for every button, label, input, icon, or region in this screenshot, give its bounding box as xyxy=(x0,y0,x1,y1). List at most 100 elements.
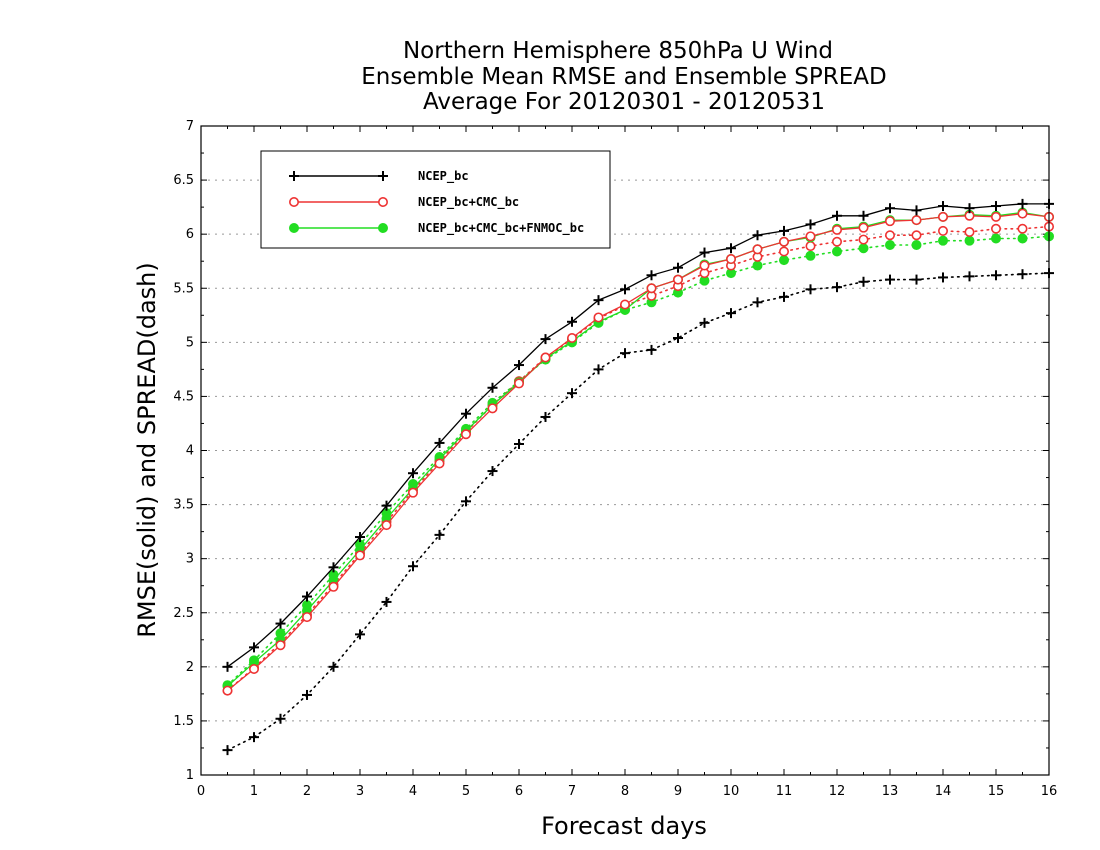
rmse-point xyxy=(752,244,763,255)
spread-point xyxy=(858,276,869,287)
rmse-point xyxy=(646,283,657,294)
spread-point xyxy=(275,713,286,724)
spread-point xyxy=(991,270,1001,281)
spread-point xyxy=(991,233,1001,244)
rmse-point xyxy=(673,262,683,273)
rmse-point xyxy=(620,284,630,295)
spread-point xyxy=(778,246,789,257)
y-axis-label: RMSE(solid) and SPREAD(dash) xyxy=(133,262,161,638)
spread-point xyxy=(885,239,895,250)
spread-point xyxy=(938,272,948,283)
rmse-point xyxy=(354,550,365,561)
rmse-point xyxy=(911,205,922,216)
series-spread-NCEP_bc+CMC_bc xyxy=(222,221,1055,696)
series-rmse-NCEP_bc xyxy=(222,198,1054,672)
spread-point xyxy=(858,243,869,254)
rmse-line xyxy=(227,212,1050,692)
spread-point xyxy=(911,239,922,250)
spread-point xyxy=(514,439,524,450)
y-tick-label: 2 xyxy=(186,660,194,675)
series-rmse-NCEP_bc+CMC_bc+FNMOC_bc xyxy=(222,207,1054,692)
legend-marker xyxy=(378,171,388,181)
x-tick-label: 5 xyxy=(462,784,470,799)
rmse-point xyxy=(778,236,789,247)
rmse-point xyxy=(858,222,869,233)
spread-point xyxy=(938,235,948,246)
rmse-line xyxy=(227,203,1049,668)
rmse-point xyxy=(461,408,471,419)
series-layer xyxy=(222,198,1055,756)
rmse-point xyxy=(487,382,498,393)
rmse-point xyxy=(434,437,445,448)
spread-point xyxy=(567,388,577,399)
rmse-point xyxy=(1017,198,1028,209)
y-tick-label: 1 xyxy=(186,768,194,783)
rmse-point xyxy=(593,312,604,323)
x-tick-label: 4 xyxy=(409,784,417,799)
rmse-point xyxy=(991,201,1001,212)
rmse-point xyxy=(699,247,710,258)
rmse-point xyxy=(831,224,842,235)
rmse-point xyxy=(434,458,445,469)
rmse-point xyxy=(805,231,816,242)
chart-title-block: Northern Hemisphere 850hPa U Wind Ensemb… xyxy=(361,38,886,115)
x-tick-label: 11 xyxy=(776,784,793,799)
spread-point xyxy=(964,235,975,246)
rmse-point xyxy=(540,352,551,363)
x-tick-label: 13 xyxy=(882,784,899,799)
spread-point xyxy=(302,689,312,700)
legend-marker xyxy=(288,197,299,208)
rmse-point xyxy=(301,612,312,623)
y-tick-label: 6 xyxy=(186,227,194,242)
spread-point xyxy=(699,317,710,328)
legend-item: NCEP_bc+CMC_bc xyxy=(288,195,519,210)
rmse-point xyxy=(408,468,418,479)
spread-point xyxy=(805,250,816,261)
x-tick-label: 10 xyxy=(723,784,740,799)
spread-point xyxy=(832,282,842,293)
rmse-point xyxy=(672,274,683,285)
spread-point xyxy=(964,271,975,282)
y-tick-label: 6.5 xyxy=(173,173,194,188)
legend-label: NCEP_bc xyxy=(418,169,469,184)
spread-point xyxy=(222,745,233,756)
x-tick-label: 15 xyxy=(988,784,1005,799)
rmse-point xyxy=(566,333,577,344)
spread-point xyxy=(911,230,922,241)
rmse-point xyxy=(726,243,736,254)
rmse-point xyxy=(937,211,948,222)
spread-point xyxy=(673,333,683,344)
y-tick-label: 3 xyxy=(186,552,194,567)
spread-point xyxy=(1017,233,1028,244)
x-tick-label: 14 xyxy=(935,784,952,799)
rmse-point xyxy=(302,591,312,602)
chart-title-line-3: Average For 20120301 - 20120531 xyxy=(423,89,825,115)
rmse-point xyxy=(567,316,577,327)
spread-point xyxy=(1017,223,1028,234)
rmse-point xyxy=(514,360,524,371)
rmse-point xyxy=(355,532,365,543)
spread-point xyxy=(779,255,789,266)
legend-marker xyxy=(289,171,299,181)
grid-lines xyxy=(201,179,1049,722)
spread-point xyxy=(752,260,763,271)
rmse-point xyxy=(858,210,869,221)
spread-point xyxy=(885,274,895,285)
spread-point xyxy=(884,230,895,241)
spread-point xyxy=(461,496,471,507)
rmse-point xyxy=(725,254,736,265)
rmse-point xyxy=(540,334,551,345)
x-tick-label: 6 xyxy=(515,784,523,799)
rmse-point xyxy=(249,642,259,653)
rmse-point xyxy=(249,663,260,674)
y-tick-label: 4 xyxy=(186,444,194,459)
spread-point xyxy=(831,236,842,247)
spread-point xyxy=(355,629,365,640)
y-tick-label: 5.5 xyxy=(173,281,194,296)
legend-marker xyxy=(289,223,299,233)
rmse-point xyxy=(593,295,604,306)
y-tick-label: 7 xyxy=(186,119,194,134)
spread-line xyxy=(226,235,1050,687)
legend-label: NCEP_bc+CMC_bc xyxy=(418,195,519,210)
